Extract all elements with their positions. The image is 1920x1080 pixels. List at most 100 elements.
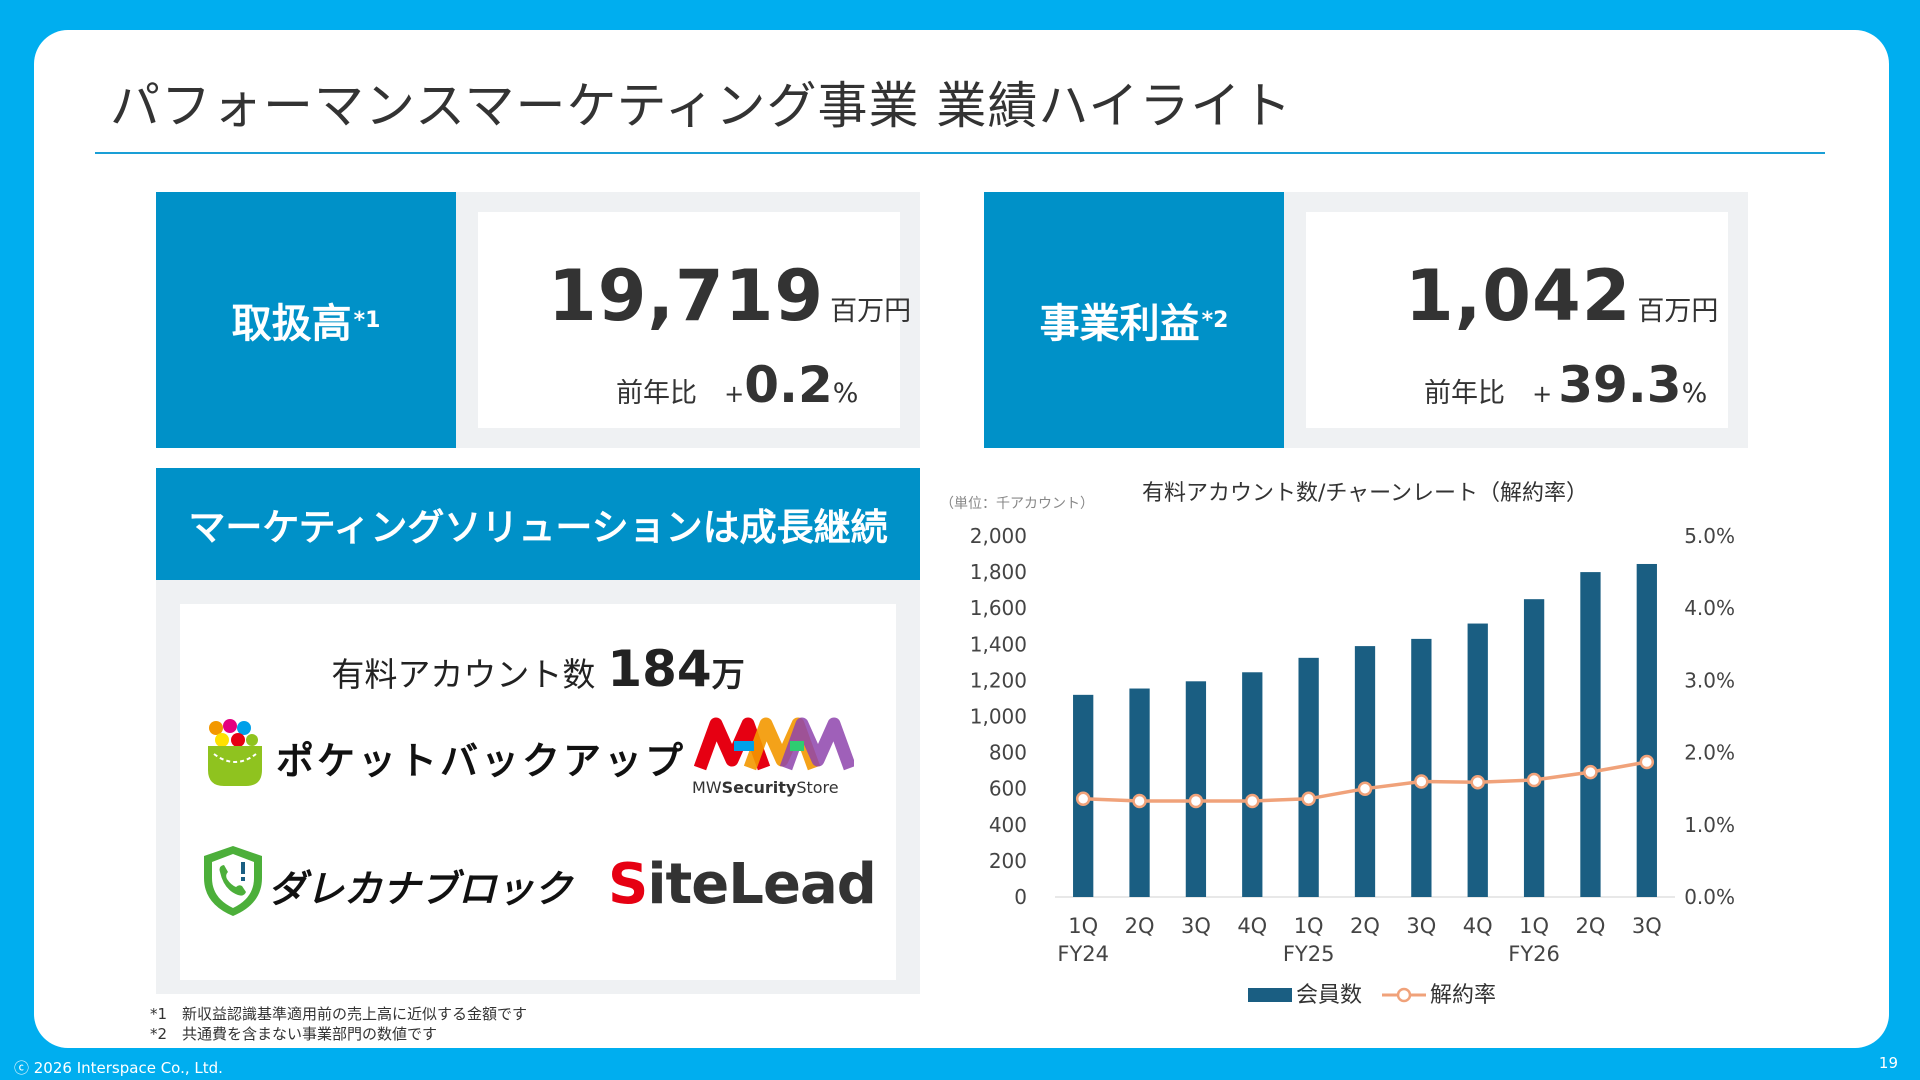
y-right-tick-label: 1.0%: [1684, 813, 1735, 837]
kpi-value: 19,719: [548, 255, 825, 337]
point-churn-rate: [1583, 764, 1598, 780]
marketing-inner: 有料アカウント数 184万 ポケットバックアップ: [180, 604, 896, 980]
kpi-card-business-profit: 事業利益 *2: [984, 192, 1748, 448]
x-tick-label: 3Q: [1632, 914, 1662, 938]
kpi-value-row: 19,719 百万円: [548, 255, 911, 337]
bar-member-count: [1354, 646, 1376, 897]
y-left-tick-label: 1,000: [970, 705, 1027, 729]
point-churn-rate: [1132, 793, 1147, 809]
x-tick-label: 2Q: [1125, 914, 1155, 938]
kpi-label: 事業利益: [1039, 301, 1200, 347]
yoy-value: 39.3: [1558, 356, 1682, 414]
chart-title: 有料アカウント数/チャーンレート（解約率）: [1142, 481, 1588, 506]
accounts-unit: 万: [711, 655, 745, 694]
y-left-tick-label: 400: [989, 813, 1027, 837]
logo-text: ポケットバックアップ: [276, 739, 687, 783]
point-churn-rate: [1357, 781, 1373, 796]
kpi-unit: 百万円: [1637, 296, 1719, 327]
y-left-tick-label: 200: [989, 849, 1027, 873]
x-fiscal-year-label: FY24: [1057, 942, 1109, 966]
accounts-label: 有料アカウント数: [331, 655, 596, 694]
kpi-unit: 百万円: [830, 296, 912, 327]
logo-text: MWSecurityStore: [692, 778, 839, 797]
legend-swatch-members: [1248, 988, 1292, 1002]
kpi-note: *2: [1201, 307, 1229, 333]
kpi-note: *1: [353, 307, 381, 333]
x-tick-label: 1Q: [1294, 914, 1324, 938]
sitelead-rest: iteLead: [647, 852, 876, 917]
bar-member-count: [1636, 563, 1657, 897]
point-churn-rate: [1470, 774, 1485, 790]
darekana-block-logo: ダレカナブロック: [200, 844, 572, 924]
x-tick-label: 2Q: [1350, 914, 1380, 938]
point-churn-rate: [1414, 774, 1429, 789]
x-tick-label: 4Q: [1237, 914, 1267, 938]
page-title: パフォーマンスマーケティング事業 業績ハイライト: [110, 77, 1293, 135]
shield-phone-icon: [204, 846, 262, 916]
x-tick-label: 3Q: [1406, 914, 1436, 938]
x-fiscal-year-label: FY25: [1283, 942, 1335, 966]
marketing-header: マーケティングソリューションは成長継続: [156, 468, 920, 580]
logo-text-prefix: MW: [692, 778, 722, 797]
yoy-sign: +: [724, 380, 745, 408]
kpi-value: 1,042: [1405, 255, 1632, 337]
footnote-2: *2 共通費を含まない事業部門の数値です: [150, 1025, 438, 1043]
kpi-value-row: 1,042 百万円: [1405, 255, 1718, 337]
point-churn-rate: [1245, 793, 1260, 809]
legend-label-members: 会員数: [1296, 983, 1362, 1008]
pocket-backup-logo: ポケットバックアップ: [204, 716, 683, 796]
chart-svg: 有料アカウント数/チャーンレート（解約率） （単位：千アカウント） 0 200 400 6…: [940, 481, 1735, 1008]
y-left-tick-label: 1,400: [970, 632, 1027, 656]
legend-label-churn: 解約率: [1430, 983, 1496, 1008]
x-tick-label: 3Q: [1181, 914, 1211, 938]
bar-member-count: [1580, 572, 1601, 897]
bar-member-count: [1467, 623, 1488, 897]
kpi-yoy-row: 前年比 +39.3%: [1424, 356, 1707, 414]
x-tick-label: 1Q: [1068, 914, 1098, 938]
logo-text-bold: Security: [721, 778, 797, 797]
y-left-tick-label: 0: [1014, 885, 1027, 909]
y-right-tick-label: 2.0%: [1684, 741, 1735, 765]
yoy-percent: %: [832, 378, 859, 409]
accounts-value: 184: [607, 640, 712, 698]
x-tick-label: 1Q: [1519, 914, 1549, 938]
yoy-label: 前年比: [1424, 378, 1505, 409]
title-divider: [95, 152, 1825, 154]
mw-security-store-logo: MWSecurityStore: [690, 716, 860, 802]
mw-icon: [694, 717, 854, 771]
kpi-yoy-row: 前年比 +0.2%: [616, 356, 858, 414]
yoy-percent: %: [1681, 378, 1708, 409]
chart-unit-label: （単位：千アカウント）: [940, 496, 1094, 512]
footnote-1: *1 新収益認識基準適用前の売上高に近似する金額です: [150, 1005, 528, 1023]
y-right-tick-label: 0.0%: [1684, 885, 1735, 909]
bar-member-count: [1242, 672, 1263, 897]
yoy-sign: +: [1532, 380, 1553, 408]
x-fiscal-year-label: FY26: [1508, 942, 1560, 966]
y-right-tick-label: 3.0%: [1684, 668, 1735, 692]
bar-member-count: [1129, 688, 1150, 897]
sitelead-initial: S: [608, 852, 648, 917]
legend-marker-churn: [1396, 987, 1412, 1003]
logo-text-suffix: Store: [796, 778, 839, 797]
point-churn-rate: [1639, 754, 1655, 770]
accounts-churn-chart: 有料アカウント数/チャーンレート（解約率） （単位：千アカウント） 0 200 400 6…: [930, 470, 1770, 1030]
y-left-tick-label: 1,600: [970, 596, 1027, 620]
yoy-value: 0.2: [744, 356, 833, 414]
paid-accounts: 有料アカウント数 184万: [180, 640, 896, 698]
pocket-icon: [208, 719, 262, 786]
kpi-label: 取扱高: [231, 301, 352, 347]
y-left-tick-label: 1,800: [970, 560, 1027, 584]
yoy-label: 前年比: [616, 378, 697, 409]
x-tick-label: 4Q: [1463, 914, 1493, 938]
y-right-tick-label: 4.0%: [1684, 596, 1735, 620]
kpi-label-box: 取扱高 *1: [156, 192, 456, 448]
kpi-value-box: [1306, 212, 1728, 428]
page-number: 19: [1878, 1054, 1898, 1072]
bar-member-count: [1298, 657, 1319, 897]
copyright: ⓒ 2026 Interspace Co., Ltd.: [14, 1059, 223, 1077]
y-left-tick-label: 2,000: [970, 524, 1027, 548]
kpi-card-transaction-volume: 取扱高 *1: [156, 192, 920, 448]
marketing-panel: 有料アカウント数 184万 ポケットバックアップ: [156, 580, 920, 994]
y-left-tick-label: 800: [989, 741, 1027, 765]
point-churn-rate: [1075, 791, 1091, 807]
